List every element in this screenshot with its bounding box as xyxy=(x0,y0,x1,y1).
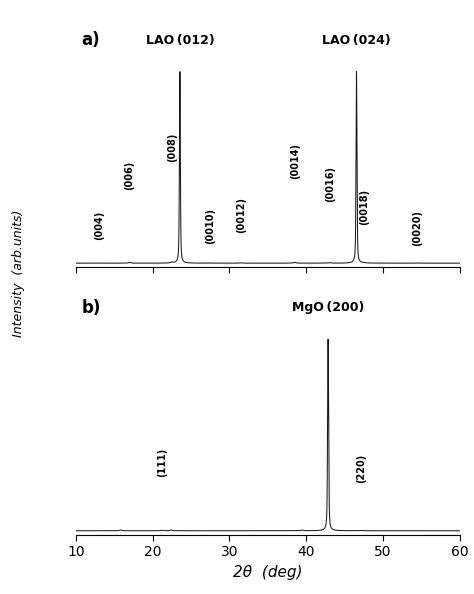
X-axis label: 2θ  (deg): 2θ (deg) xyxy=(233,564,302,580)
Text: (006): (006) xyxy=(125,161,135,191)
Text: (004): (004) xyxy=(94,211,104,240)
Text: (008): (008) xyxy=(167,132,177,162)
Text: (0020): (0020) xyxy=(412,210,422,246)
Text: (0016): (0016) xyxy=(325,166,335,202)
Text: (220): (220) xyxy=(356,454,366,483)
Text: MgO (200): MgO (200) xyxy=(292,301,365,314)
Text: (0018): (0018) xyxy=(359,189,369,225)
Text: (0014): (0014) xyxy=(290,143,300,179)
Text: LAO (024): LAO (024) xyxy=(322,34,391,47)
Text: b): b) xyxy=(82,299,101,317)
Text: LAO (012): LAO (012) xyxy=(146,34,214,47)
Text: (0012): (0012) xyxy=(236,197,246,232)
Text: a): a) xyxy=(82,31,100,49)
Text: Intensity  (arb.units): Intensity (arb.units) xyxy=(12,210,26,337)
Text: (111): (111) xyxy=(157,448,167,477)
Text: (0010): (0010) xyxy=(205,208,215,244)
